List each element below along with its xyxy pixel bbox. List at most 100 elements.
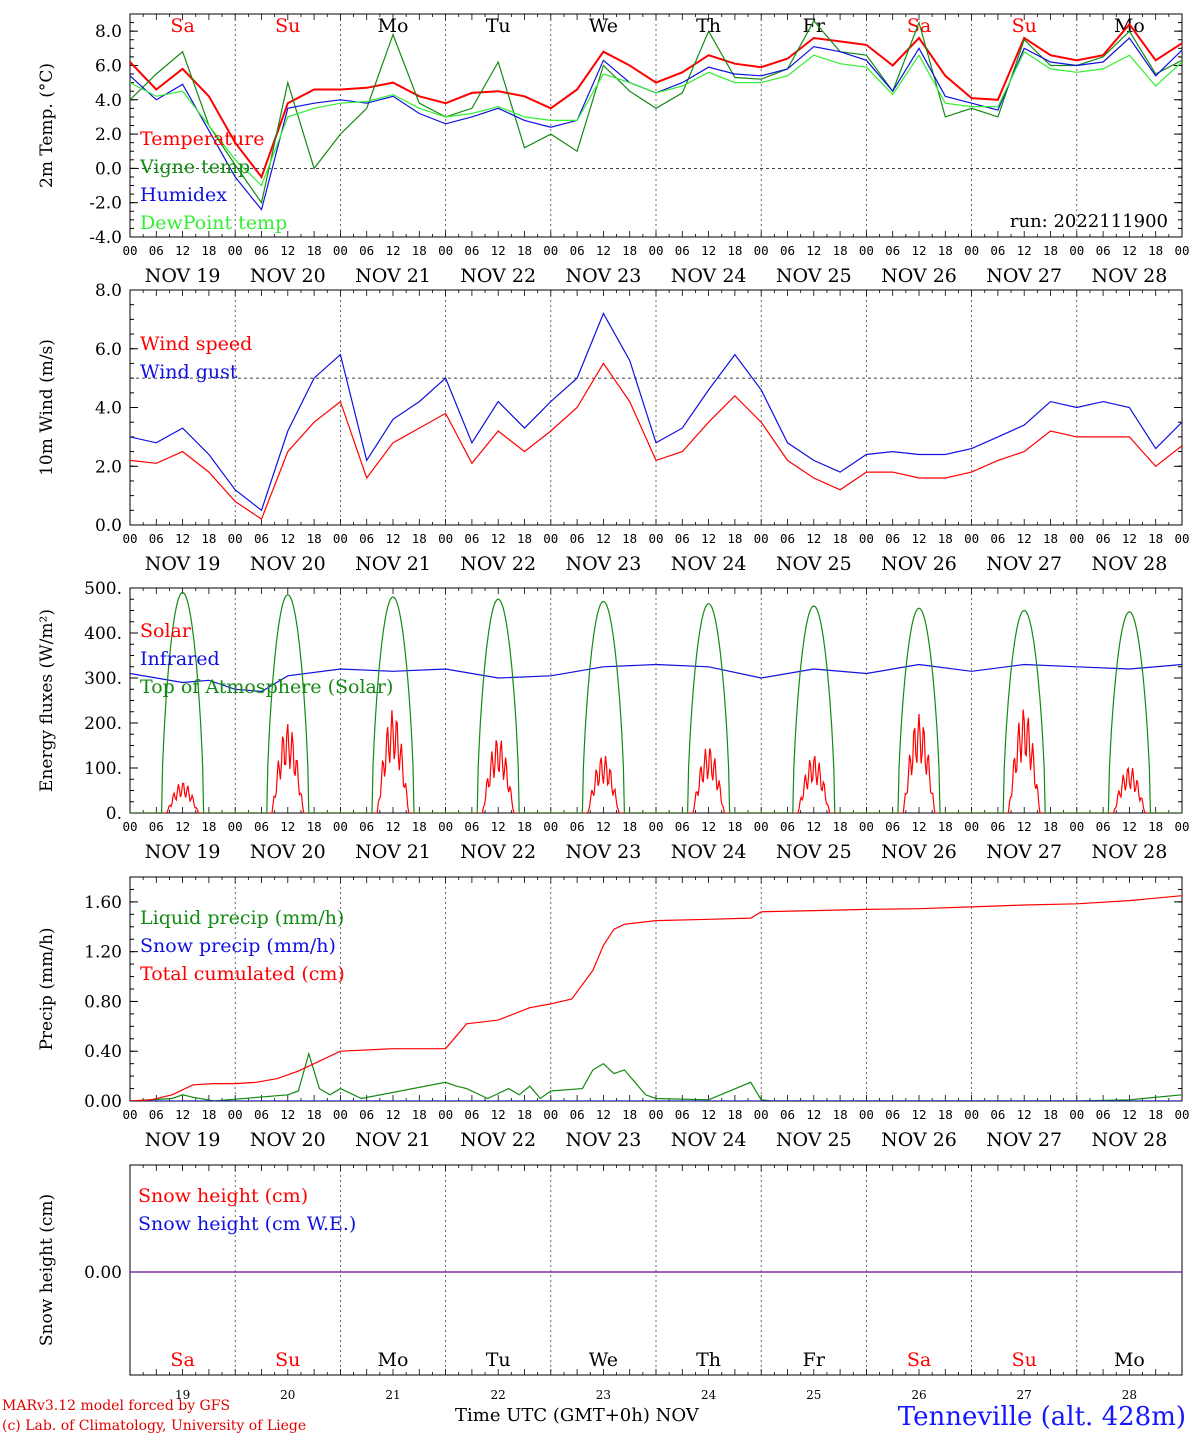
series-line-solar bbox=[130, 709, 1182, 813]
hour-label: 12 bbox=[491, 243, 506, 258]
y-tick-label: 6.0 bbox=[95, 56, 122, 76]
hour-label: 00 bbox=[648, 531, 663, 546]
hour-label: 12 bbox=[701, 819, 716, 834]
hour-label: 18 bbox=[1148, 819, 1163, 834]
hour-label: 06 bbox=[359, 531, 374, 546]
hour-label: 06 bbox=[464, 243, 479, 258]
weekday-label: Sa bbox=[170, 15, 194, 37]
legend-item: Humidex bbox=[140, 184, 227, 206]
hour-label: 06 bbox=[990, 531, 1005, 546]
hour-label: 06 bbox=[675, 243, 690, 258]
hour-label: 00 bbox=[543, 819, 558, 834]
y-tick-label: 100. bbox=[84, 759, 122, 779]
hour-label: 18 bbox=[201, 1107, 216, 1122]
panel-4: 0.00 0.40 0.80 1.20 1.60 Precip (mm/h) 00 06 12 1… bbox=[37, 876, 1190, 1151]
hour-label: 06 bbox=[149, 531, 164, 546]
weekday-label: Tu bbox=[486, 15, 511, 37]
hour-label: 06 bbox=[254, 243, 269, 258]
weekday-label: Mo bbox=[1114, 1349, 1145, 1371]
series-group bbox=[130, 312, 1182, 521]
date-label: NOV 20 bbox=[250, 265, 326, 287]
hour-label: 00 bbox=[438, 819, 453, 834]
legend-item: Wind gust bbox=[140, 361, 238, 383]
y-tick-label: 0.80 bbox=[84, 992, 122, 1012]
hour-label: 12 bbox=[806, 819, 821, 834]
hour-label: 06 bbox=[675, 531, 690, 546]
hour-label: 18 bbox=[412, 1107, 427, 1122]
y-tick-label: 4.0 bbox=[95, 399, 122, 419]
hour-label: 00 bbox=[438, 531, 453, 546]
hour-label: 00 bbox=[859, 531, 874, 546]
series-line-total-cumulated-cm- bbox=[130, 895, 1182, 1101]
hour-label: 06 bbox=[990, 819, 1005, 834]
y-tick-label: -4.0 bbox=[89, 228, 122, 248]
hour-label: 00 bbox=[1174, 819, 1189, 834]
run-label: run: 2022111900 bbox=[1010, 211, 1168, 232]
hour-label: 06 bbox=[780, 1107, 795, 1122]
hour-label: 18 bbox=[517, 819, 532, 834]
y-tick-label: 0.0 bbox=[95, 159, 122, 179]
y-tick-label: 0.00 bbox=[84, 1092, 122, 1112]
date-label: NOV 20 bbox=[250, 1129, 326, 1151]
y-tick-label: -2.0 bbox=[89, 194, 122, 214]
hour-label: 06 bbox=[254, 1107, 269, 1122]
hour-label: 12 bbox=[596, 1107, 611, 1122]
hour-label: 00 bbox=[859, 243, 874, 258]
hour-label: 06 bbox=[570, 531, 585, 546]
hour-label: 00 bbox=[648, 1107, 663, 1122]
hour-label: 18 bbox=[833, 531, 848, 546]
legend-item: Solar bbox=[140, 620, 192, 642]
weekday-label: Tu bbox=[486, 1349, 511, 1371]
day-number-label: 26 bbox=[911, 1388, 926, 1402]
hour-label: 12 bbox=[385, 531, 400, 546]
hour-label: 18 bbox=[622, 243, 637, 258]
hour-label: 12 bbox=[701, 531, 716, 546]
hour-label: 00 bbox=[964, 1107, 979, 1122]
weekday-label: Mo bbox=[1114, 15, 1145, 37]
y-tick-label: 8.0 bbox=[95, 281, 122, 301]
hour-label: 12 bbox=[596, 531, 611, 546]
hour-label: 00 bbox=[333, 531, 348, 546]
hour-label: 12 bbox=[1017, 531, 1032, 546]
weekday-label: Th bbox=[696, 15, 721, 37]
date-label: NOV 27 bbox=[986, 841, 1062, 863]
series-line-infrared bbox=[130, 663, 1182, 693]
hour-label: 06 bbox=[675, 1107, 690, 1122]
hour-label: 00 bbox=[122, 243, 137, 258]
date-label: NOV 26 bbox=[881, 553, 957, 575]
hour-label: 00 bbox=[859, 819, 874, 834]
hour-label: 06 bbox=[885, 531, 900, 546]
hour-label: 18 bbox=[307, 243, 322, 258]
hour-label: 00 bbox=[964, 243, 979, 258]
hour-label: 18 bbox=[307, 819, 322, 834]
date-label: NOV 26 bbox=[881, 1129, 957, 1151]
legend-item: Temperature bbox=[140, 128, 264, 150]
hour-label: 12 bbox=[911, 819, 926, 834]
hour-label: 18 bbox=[517, 531, 532, 546]
hour-label: 00 bbox=[648, 819, 663, 834]
y-axis-label: 10m Wind (m/s) bbox=[37, 339, 57, 476]
date-label: NOV 24 bbox=[671, 841, 747, 863]
hour-label: 00 bbox=[964, 819, 979, 834]
hour-label: 00 bbox=[543, 243, 558, 258]
date-label: NOV 21 bbox=[355, 265, 431, 287]
series-line-humidex bbox=[130, 37, 1182, 211]
weekday-label: Su bbox=[1012, 1349, 1037, 1371]
day-number-label: 28 bbox=[1122, 1388, 1137, 1402]
y-tick-label: 0. bbox=[106, 804, 122, 824]
hour-label: 12 bbox=[1122, 819, 1137, 834]
hour-label: 18 bbox=[833, 243, 848, 258]
panel-1: -4.0 -2.0 0.0 2.0 4.0 6.0 8.0 2m Temp. (°C) 00 06… bbox=[37, 13, 1190, 287]
hour-label: 06 bbox=[464, 531, 479, 546]
weekday-label: Sa bbox=[170, 1349, 194, 1371]
y-tick-label: 400. bbox=[84, 624, 122, 644]
hour-label: 12 bbox=[911, 243, 926, 258]
hour-label: 00 bbox=[228, 531, 243, 546]
hour-label: 06 bbox=[359, 1107, 374, 1122]
hour-label: 12 bbox=[280, 819, 295, 834]
legend-item: Total cumulated (cm) bbox=[140, 963, 345, 985]
hour-label: 06 bbox=[675, 819, 690, 834]
date-label: NOV 24 bbox=[671, 265, 747, 287]
date-label: NOV 19 bbox=[145, 265, 221, 287]
